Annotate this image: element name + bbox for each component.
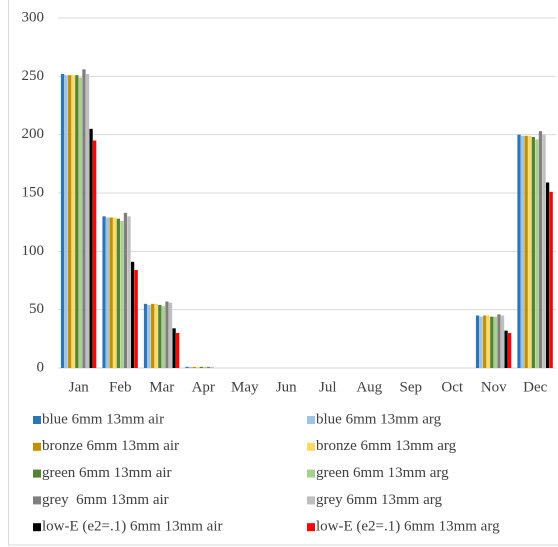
x-tick-label: Jun	[276, 379, 297, 395]
bar	[520, 135, 525, 368]
bar	[89, 128, 93, 368]
x-tick-label: Jul	[319, 379, 337, 395]
bar	[82, 69, 86, 368]
bar	[196, 366, 200, 368]
x-tick-label: Nov	[481, 379, 507, 395]
bar	[158, 305, 162, 368]
bar	[192, 366, 196, 368]
legend-label: blue 6mm 13mm air	[42, 411, 164, 427]
bar	[500, 315, 505, 368]
bar	[535, 139, 539, 368]
bar	[206, 366, 211, 368]
bar	[109, 217, 113, 368]
bar	[85, 74, 90, 368]
x-tick-label: Feb	[109, 379, 132, 395]
y-tick-label: 0	[37, 359, 45, 375]
bar	[165, 301, 169, 368]
bar	[176, 333, 180, 368]
bar	[549, 191, 553, 368]
x-tick-label: Oct	[441, 379, 463, 395]
x-tick-label: Dec	[523, 379, 547, 395]
y-tick-label: 250	[22, 68, 45, 84]
bar	[517, 134, 521, 368]
y-tick-label: 100	[22, 243, 45, 259]
legend-swatch	[33, 442, 41, 451]
legend-label: bronze 6mm 13mm arg	[316, 438, 457, 454]
bar	[199, 366, 203, 368]
bar	[105, 217, 110, 368]
bar	[102, 216, 106, 368]
bar	[531, 137, 535, 368]
bar	[188, 366, 193, 368]
legend-swatch	[33, 469, 41, 478]
bar	[93, 140, 97, 368]
y-tick-label: 200	[22, 126, 45, 142]
bar	[538, 131, 543, 368]
bar	[120, 221, 124, 368]
legend-label: green 6mm 13mm arg	[316, 465, 449, 481]
bar	[161, 306, 166, 368]
bar	[545, 182, 550, 368]
bar	[116, 218, 120, 368]
bar	[493, 316, 498, 368]
bar	[71, 75, 75, 369]
legend-swatch	[307, 416, 315, 424]
x-tick-label: Jan	[69, 379, 89, 395]
bar	[528, 135, 532, 368]
bar	[486, 315, 490, 368]
y-tick-label: 300	[22, 9, 45, 25]
bar	[60, 74, 65, 368]
legend-label: bronze 6mm 13mm air	[42, 438, 179, 454]
bar	[78, 77, 83, 368]
legend-swatch	[33, 496, 41, 505]
bar	[185, 366, 189, 368]
legend-swatch	[307, 469, 315, 478]
bar	[143, 303, 148, 368]
bar	[483, 315, 487, 368]
x-tick-label: Mar	[149, 379, 174, 395]
bar	[130, 261, 135, 368]
bar	[479, 316, 483, 368]
bar	[210, 366, 214, 368]
bar	[524, 135, 528, 368]
bar	[203, 366, 207, 368]
bar	[172, 328, 176, 368]
bar	[75, 75, 79, 369]
x-tick-label: Aug	[356, 379, 382, 395]
bar	[542, 134, 546, 368]
legend-swatch	[307, 442, 315, 451]
x-tick-label: May	[231, 379, 259, 395]
legend-swatch	[307, 523, 315, 532]
x-tick-label: Apr	[192, 379, 215, 395]
legend-label: low-E (e2=.1) 6mm 13mm arg	[316, 519, 500, 535]
bar	[504, 330, 508, 368]
x-tick-label: Sep	[400, 379, 423, 395]
bar	[508, 333, 512, 368]
bar	[113, 217, 117, 368]
legend-label: grey 6mm 13mm air	[42, 492, 169, 508]
bar	[127, 216, 131, 368]
y-tick-label: 150	[22, 184, 45, 200]
bar	[154, 303, 158, 368]
bar	[123, 212, 128, 368]
legend-swatch	[33, 523, 41, 532]
legend-label: green 6mm 13mm air	[42, 465, 172, 481]
bar	[147, 305, 151, 368]
legend-label: grey 6mm 13mm arg	[316, 492, 442, 508]
bar	[151, 303, 155, 368]
legend-label: blue 6mm 13mm arg	[316, 411, 442, 427]
bar	[475, 315, 480, 368]
legend-swatch	[307, 496, 315, 505]
legend-label: low-E (e2=.1) 6mm 13mm air	[42, 519, 223, 535]
bar	[168, 302, 173, 368]
chart-frame	[8, 0, 558, 546]
bar	[497, 314, 501, 368]
bar	[134, 270, 138, 368]
bar	[490, 316, 494, 368]
bar	[68, 75, 72, 369]
legend-swatch	[33, 416, 41, 424]
bar	[64, 75, 68, 369]
y-tick-label: 50	[29, 301, 44, 317]
